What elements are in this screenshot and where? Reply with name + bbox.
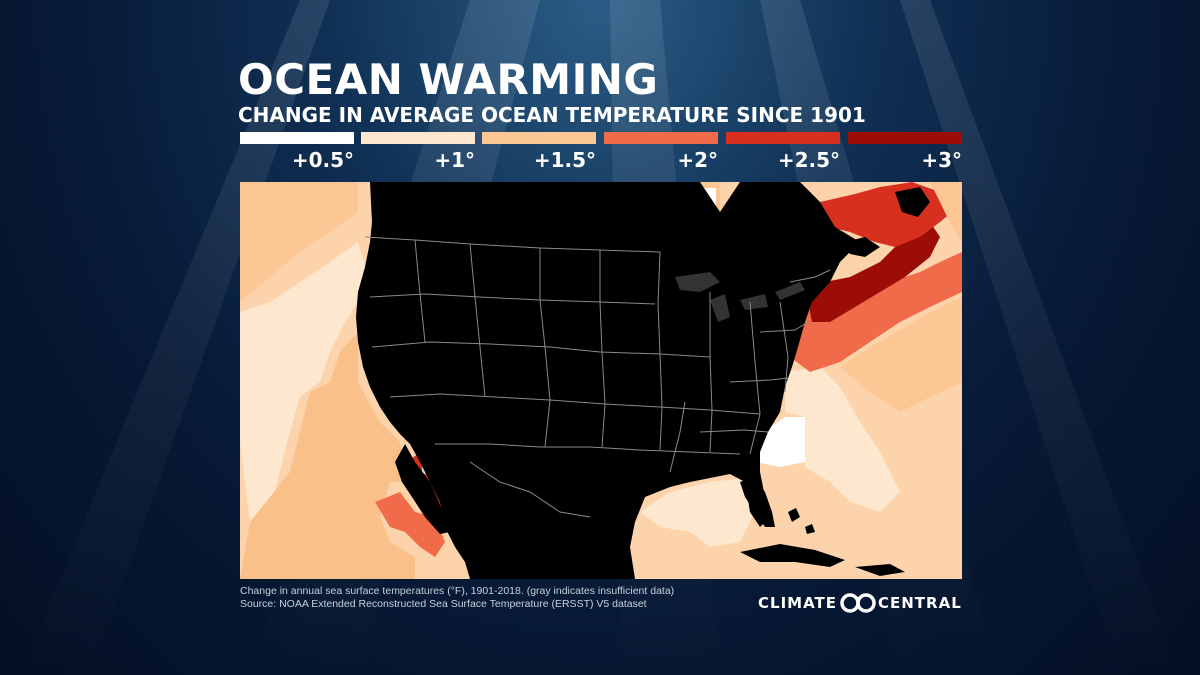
land-newfoundland [895,187,930,217]
ocean-cell-gulf-maine-darkred [808,222,940,322]
ocean-warming-map [240,182,962,579]
legend-label: +3° [921,148,962,172]
ocean-cell-pacific-light [240,182,358,302]
ocean-cell-baja-orange [375,492,445,557]
legend-item: +2.5° [726,132,840,176]
ocean-cell-atlantic-light-orange [840,297,962,412]
page-subtitle: CHANGE IN AVERAGE OCEAN TEMPERATURE SINC… [238,103,866,127]
legend-item: +1° [361,132,475,176]
legend-swatch [240,132,354,144]
state-borders [364,236,831,518]
ocean-cell-atlantic-orange [790,252,962,372]
legend-swatch [482,132,596,144]
great-lakes [675,272,805,322]
logo-word-climate: CLIMATE [758,594,837,612]
legend-swatch [848,132,962,144]
legend-label: +1.5° [533,148,596,172]
legend-label: +2.5° [777,148,840,172]
logo-word-central: CENTRAL [878,594,962,612]
legend-swatch [726,132,840,144]
land-nova-scotia [845,237,880,257]
color-legend: +0.5° +1° +1.5° +2° +2.5° +3° [240,132,962,176]
map-footnote: Change in annual sea surface temperature… [240,585,675,597]
data-source: Source: NOAA Extended Reconstructed Sea … [240,598,647,610]
ocean-cell-pacific-medium [240,332,415,579]
legend-item: +1.5° [482,132,596,176]
legend-item: +2° [604,132,718,176]
ocean-cell-pacific-pale [240,242,370,522]
legend-label: +0.5° [291,148,354,172]
land-florida [740,477,775,527]
infinity-logo-icon [840,593,876,613]
land-hispaniola [855,564,905,576]
ocean-cell-atlantic-pale [785,367,900,512]
land-north-america [356,182,860,579]
page-title: OCEAN WARMING [238,55,659,104]
legend-label: +2° [677,148,718,172]
land-bahamas [788,508,815,534]
ocean-cell-labrador-light [930,182,962,242]
legend-item: +0.5° [240,132,354,176]
legend-swatch [604,132,718,144]
land-baja [395,444,450,534]
climate-central-logo: CLIMATE CENTRAL [758,590,963,616]
land-cuba [740,544,845,567]
ocean-cell-gulf-pale [640,478,760,547]
legend-item: +3° [848,132,962,176]
legend-label: +1° [434,148,475,172]
legend-swatch [361,132,475,144]
